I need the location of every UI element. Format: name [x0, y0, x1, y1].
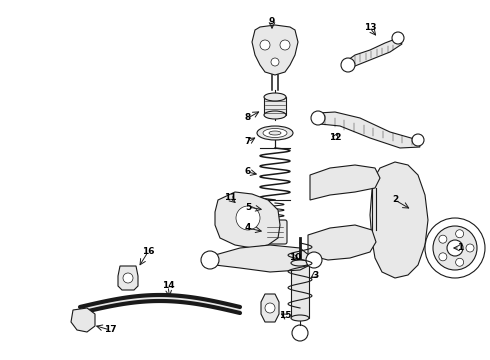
Text: 4: 4: [245, 224, 251, 233]
Polygon shape: [252, 25, 298, 75]
Ellipse shape: [269, 131, 281, 135]
FancyBboxPatch shape: [291, 263, 309, 318]
Circle shape: [341, 58, 355, 72]
Circle shape: [456, 258, 464, 266]
Circle shape: [392, 32, 404, 44]
Ellipse shape: [264, 111, 286, 119]
Circle shape: [292, 325, 308, 341]
Ellipse shape: [291, 315, 309, 321]
Circle shape: [456, 230, 464, 238]
Circle shape: [439, 235, 447, 243]
Polygon shape: [71, 308, 95, 332]
Polygon shape: [348, 38, 402, 68]
Polygon shape: [318, 112, 420, 148]
Circle shape: [201, 251, 219, 269]
Text: 14: 14: [162, 282, 174, 291]
Circle shape: [280, 40, 290, 50]
Text: 5: 5: [245, 202, 251, 211]
Text: 6: 6: [245, 167, 251, 176]
Circle shape: [271, 58, 279, 66]
Text: 13: 13: [364, 23, 376, 32]
Polygon shape: [308, 225, 376, 260]
Circle shape: [236, 206, 260, 230]
Text: 10: 10: [289, 253, 301, 262]
FancyBboxPatch shape: [263, 220, 287, 244]
Polygon shape: [215, 245, 310, 272]
Text: 7: 7: [245, 138, 251, 147]
Text: 16: 16: [142, 248, 154, 256]
Circle shape: [123, 273, 133, 283]
Polygon shape: [370, 162, 428, 278]
Circle shape: [306, 252, 322, 268]
Ellipse shape: [291, 260, 309, 266]
Text: 11: 11: [224, 194, 236, 202]
Ellipse shape: [257, 126, 293, 140]
Text: 1: 1: [457, 243, 463, 252]
Ellipse shape: [264, 93, 286, 101]
Circle shape: [447, 240, 463, 256]
Circle shape: [433, 226, 477, 270]
Circle shape: [412, 134, 424, 146]
Text: 3: 3: [312, 270, 318, 279]
FancyBboxPatch shape: [264, 97, 286, 115]
Circle shape: [265, 303, 275, 313]
Text: 8: 8: [245, 113, 251, 122]
Polygon shape: [215, 192, 280, 248]
Polygon shape: [261, 294, 279, 322]
Circle shape: [425, 218, 485, 278]
Circle shape: [311, 111, 325, 125]
Circle shape: [260, 40, 270, 50]
Text: 2: 2: [392, 195, 398, 204]
Circle shape: [466, 244, 474, 252]
Text: 12: 12: [329, 134, 341, 143]
Polygon shape: [118, 266, 138, 290]
Circle shape: [439, 253, 447, 261]
Text: 15: 15: [279, 311, 291, 320]
Polygon shape: [310, 165, 380, 200]
Text: 9: 9: [269, 18, 275, 27]
Ellipse shape: [263, 129, 287, 138]
Text: 17: 17: [104, 325, 116, 334]
